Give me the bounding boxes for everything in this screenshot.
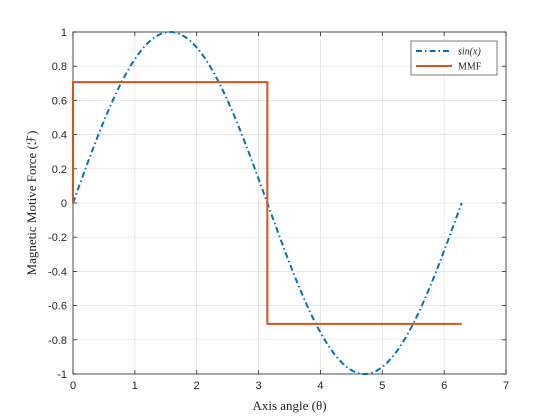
y-axis-label: Magnetic Motive Force (ℱ) — [24, 131, 39, 276]
grid — [72, 31, 507, 375]
legend: sin(x) MMF — [410, 40, 498, 76]
y-tick-label: -0.8 — [48, 335, 67, 347]
y-tick-label: 0.2 — [52, 164, 67, 176]
legend-label-sin: sin(x) — [458, 47, 481, 58]
y-tick-label: 0.8 — [52, 61, 67, 73]
legend-label-mmf: MMF — [458, 62, 482, 73]
x-tick-label: 7 — [503, 380, 509, 392]
legend-box — [410, 40, 498, 76]
x-tick-label: 4 — [317, 380, 323, 392]
x-ticks: 0 1 2 3 4 5 6 7 — [70, 32, 509, 392]
y-tick-label: 0 — [61, 198, 67, 210]
x-tick-label: 1 — [132, 380, 138, 392]
y-tick-label: -0.6 — [48, 301, 67, 313]
y-tick-label: -1 — [57, 369, 67, 381]
x-axis-label: Axis angle (θ) — [252, 398, 326, 413]
series-line-mmf — [72, 81, 462, 325]
series-group — [72, 30, 463, 376]
y-tick-label: 0.4 — [52, 130, 67, 142]
x-tick-label: 6 — [441, 380, 447, 392]
y-tick-label: 1 — [61, 27, 67, 39]
y-tick-label: -0.2 — [48, 232, 67, 244]
y-ticks: 1 0.8 0.6 0.4 0.2 0 -0.2 -0.4 -0.6 -0.8 -1 — [48, 27, 506, 381]
y-tick-label: 0.6 — [52, 95, 67, 107]
x-tick-label: 5 — [379, 380, 385, 392]
y-tick-label: -0.4 — [48, 266, 67, 278]
x-tick-label: 2 — [194, 380, 200, 392]
x-tick-label: 3 — [256, 380, 262, 392]
x-tick-label: 0 — [70, 380, 76, 392]
